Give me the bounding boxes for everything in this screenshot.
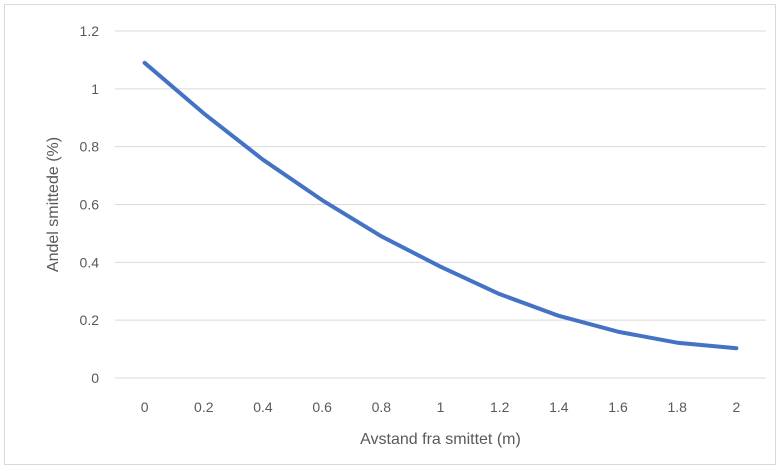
data-point [202,111,206,115]
data-point [439,265,443,269]
x-tick-label: 1.6 [608,399,628,415]
x-tick-label: 0.8 [372,399,392,415]
data-point [734,346,738,350]
data-point [498,292,502,296]
x-axis-ticks: 0 0.2 0.4 0.6 0.8 1 1.2 1.4 1.6 1.8 2 [141,399,741,415]
y-tick-label: 0.6 [80,197,100,213]
data-point [143,61,147,65]
gridlines [115,30,766,321]
data-point [557,314,561,318]
chart-frame [4,4,776,465]
data-point [675,341,679,345]
y-tick-label: 0.4 [80,254,100,270]
data-point [379,234,383,238]
x-tick-label: 0.2 [194,399,214,415]
y-axis-title: Andel smittede (%) [45,137,62,272]
x-tick-label: 0.4 [253,399,273,415]
y-tick-label: 0.8 [80,139,100,155]
x-axis-title: Avstand fra smittet (m) [360,431,521,448]
series-layer [142,60,739,351]
data-point [261,158,265,162]
y-tick-label: 0.2 [80,312,100,328]
x-tick-label: 1 [437,399,445,415]
y-tick-label: 1 [91,81,99,97]
series-line [142,60,739,351]
x-tick-label: 1.2 [490,399,510,415]
y-tick-label: 1.2 [80,23,100,39]
data-point [616,330,620,334]
x-tick-label: 1.4 [549,399,569,415]
x-tick-label: 2 [733,399,741,415]
y-axis-ticks: 0 0.2 0.4 0.6 0.8 1 1.2 [80,23,100,386]
data-point [320,198,324,202]
x-tick-label: 0 [141,399,149,415]
y-tick-label: 0 [91,370,99,386]
x-tick-label: 0.6 [312,399,332,415]
x-tick-label: 1.8 [667,399,687,415]
